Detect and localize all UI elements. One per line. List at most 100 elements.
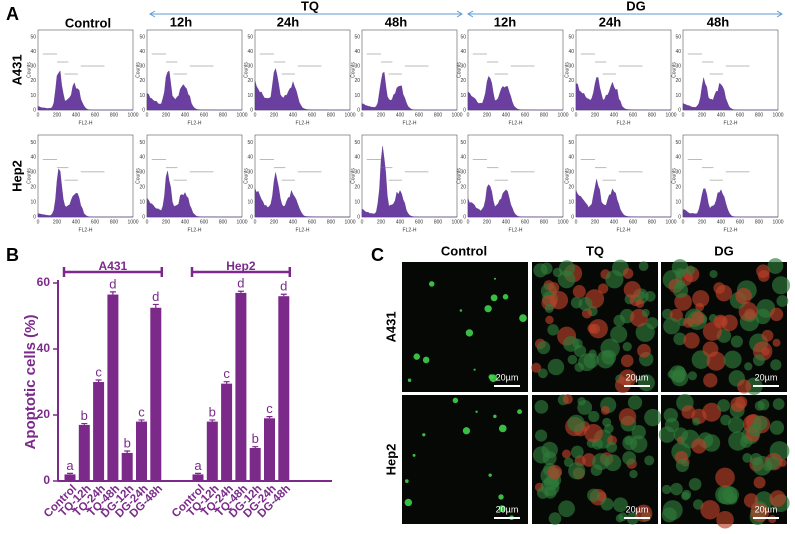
cell <box>717 399 730 412</box>
hist-y-tick: 20 <box>139 78 145 84</box>
cell <box>723 350 742 369</box>
histogram-shape <box>467 76 564 111</box>
cell <box>700 500 720 520</box>
cell <box>727 416 744 433</box>
hist-x-tick: 1000 <box>344 112 355 118</box>
significance-letter: c <box>266 401 273 416</box>
hist-y-tick: 30 <box>460 170 466 176</box>
hist-x-tick: 400 <box>717 219 726 225</box>
cell <box>462 427 471 435</box>
arrow-head <box>149 10 463 18</box>
hist-y-tick: 10 <box>568 199 574 205</box>
hist-y-label: Counts <box>671 168 677 184</box>
cell <box>631 424 646 440</box>
cell <box>728 431 748 451</box>
hist-x-label: FL2-H <box>188 227 202 233</box>
bar <box>249 448 261 481</box>
hist-y-tick: 0 <box>571 107 574 113</box>
hist-y-tick: 0 <box>571 214 574 220</box>
hist-y-tick: 40 <box>460 155 466 161</box>
hist-x-tick: 1000 <box>236 219 247 225</box>
hist-x-tick: 400 <box>396 112 405 118</box>
hist-x-tick: 600 <box>521 112 530 118</box>
cell <box>627 395 643 410</box>
hist-y-tick: 10 <box>675 199 681 205</box>
cell <box>622 341 632 352</box>
hist-x-label: FL2-H <box>79 227 93 233</box>
cell <box>748 423 762 437</box>
significance-letter: c <box>223 366 230 381</box>
cell <box>744 362 753 371</box>
group-label: A431 <box>99 259 128 273</box>
hist-x-tick: 1000 <box>772 219 783 225</box>
hist-x-label: FL2-H <box>188 120 202 126</box>
hist-x-tick: 600 <box>736 112 745 118</box>
cell <box>473 368 476 371</box>
bar <box>221 383 233 481</box>
cell <box>465 329 474 337</box>
hist-y-label: Counts <box>456 62 462 78</box>
histogram-shape <box>682 188 779 218</box>
column-header: Control <box>441 243 487 258</box>
hist-x-label: FL2-H <box>617 120 631 126</box>
cell <box>605 270 624 289</box>
hist-y-tick: 50 <box>30 140 36 146</box>
column-header: 48h <box>707 14 729 29</box>
hist-y-tick: 40 <box>139 155 145 161</box>
histogram-frame <box>254 134 351 218</box>
cell <box>772 398 785 411</box>
hist-y-tick: 30 <box>568 64 574 70</box>
cell <box>584 423 603 443</box>
hist-x-label: FL2-H <box>724 227 738 233</box>
hist-y-tick: 40 <box>30 155 36 161</box>
cell <box>635 322 655 342</box>
cell <box>404 498 413 507</box>
hist-y-tick: 0 <box>678 214 681 220</box>
cell <box>600 497 614 511</box>
row-label: Hep2 <box>383 444 398 476</box>
hist-y-tick: 50 <box>139 140 145 146</box>
histogram-frame <box>467 134 564 218</box>
hist-y-tick: 20 <box>568 78 574 84</box>
cell <box>681 491 690 501</box>
cell <box>670 482 683 496</box>
cell <box>644 455 655 466</box>
hist-y-tick: 50 <box>675 140 681 146</box>
hist-y-tick: 40 <box>354 49 360 55</box>
cell <box>744 308 756 320</box>
cell <box>675 458 690 473</box>
hist-x-tick: 1000 <box>772 112 783 118</box>
hist-x-tick: 200 <box>377 219 386 225</box>
cell <box>490 294 498 302</box>
y-tick-label: 20 <box>37 407 51 421</box>
cell <box>484 305 492 313</box>
hist-x-tick: 0 <box>37 219 40 225</box>
cell <box>493 277 497 280</box>
cell <box>663 408 678 423</box>
scale-label: 20µm <box>496 372 519 382</box>
error-bar <box>95 379 102 382</box>
cell <box>629 469 638 479</box>
hist-x-label: FL2-H <box>403 120 417 126</box>
cell <box>766 456 780 470</box>
hist-y-tick: 0 <box>33 214 36 220</box>
row-label: A431 <box>9 54 24 85</box>
hist-x-tick: 0 <box>37 112 40 118</box>
hist-x-tick: 1000 <box>557 112 568 118</box>
cell <box>667 370 676 379</box>
hist-y-tick: 40 <box>354 155 360 161</box>
cell <box>769 490 786 507</box>
hist-y-tick: 30 <box>460 64 466 70</box>
hist-x-tick: 0 <box>361 219 364 225</box>
micrograph <box>402 395 528 524</box>
hist-x-tick: 600 <box>91 219 100 225</box>
cell <box>637 374 655 392</box>
hist-x-label: FL2-H <box>79 120 93 126</box>
hist-y-tick: 10 <box>247 199 253 205</box>
error-bar <box>81 422 88 425</box>
hist-y-tick: 20 <box>354 185 360 191</box>
hist-x-tick: 400 <box>396 219 405 225</box>
hist-y-tick: 40 <box>247 49 253 55</box>
hist-x-tick: 600 <box>91 112 100 118</box>
cell <box>602 417 612 427</box>
